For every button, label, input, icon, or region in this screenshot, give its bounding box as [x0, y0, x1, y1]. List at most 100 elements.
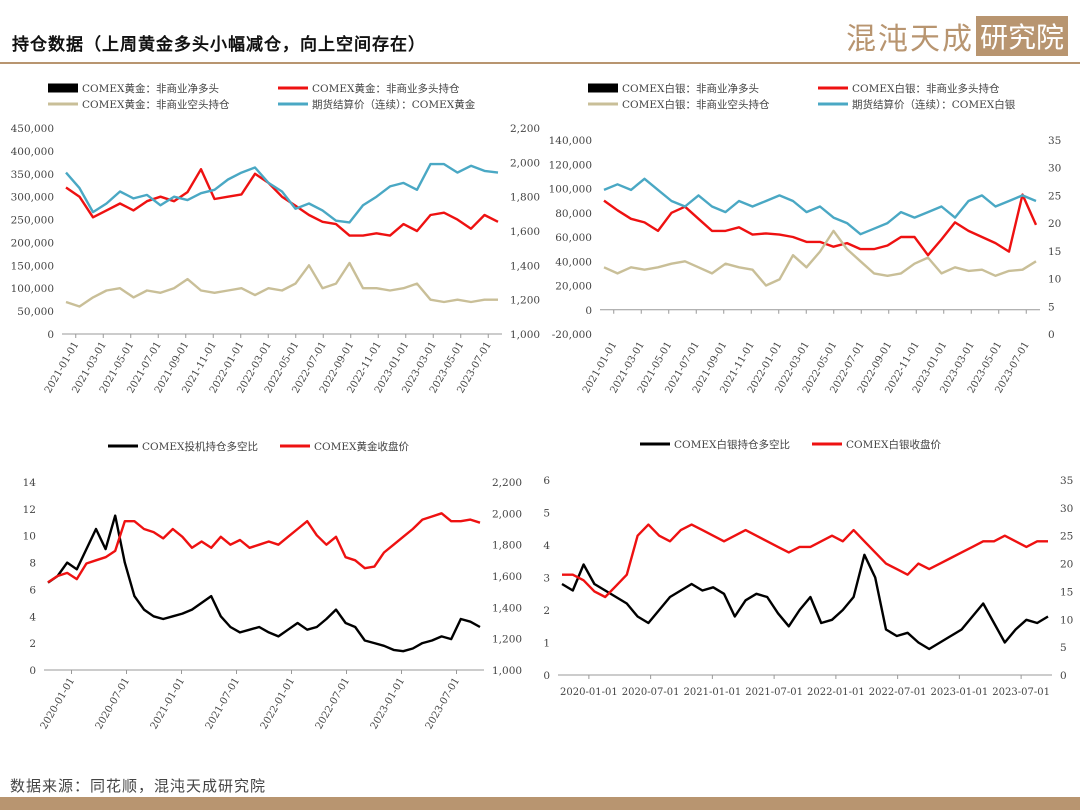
legend-label: 期货结算价（连续）：COMEX白银: [852, 98, 1016, 111]
x-tick-label: 2023-01-01: [369, 676, 407, 731]
x-tick-label: 2021-07-01: [204, 676, 242, 731]
y-right-tick: 1,200: [510, 295, 540, 307]
y-right-tick: 20: [1048, 218, 1061, 230]
legend-label: 期货结算价（连续）：COMEX黄金: [312, 98, 476, 111]
data-source: 数据来源：同花顺，混沌天成研究院: [10, 777, 267, 795]
y-right-tick: 10: [1060, 614, 1073, 626]
x-tick-label: 2023-01-01: [931, 687, 989, 698]
gold-positions-chart: COMEX黄金：非商业净多头 COMEX黄金：非商业多头持仓 COMEX黄金：非商业…: [11, 82, 540, 395]
series-line: [47, 514, 481, 653]
y-left-tick: -20,000: [552, 329, 592, 341]
y-right-tick: 5: [1048, 301, 1055, 313]
y-left-tick: 12: [23, 504, 36, 516]
y-left-tick: 0: [585, 305, 592, 317]
y-left-tick: 4: [29, 611, 36, 623]
logo-box-text: 研究院: [976, 16, 1069, 56]
y-left-tick: 2: [29, 638, 36, 650]
y-left-tick: 14: [23, 477, 37, 489]
x-tick-label: 2020-01-01: [560, 687, 618, 698]
legend-label: COMEX黄金：非商业空头持仓: [82, 98, 230, 111]
footer-bar: [0, 797, 1080, 810]
y-right-tick: 1,600: [492, 571, 522, 583]
y-right-tick: 1,200: [492, 634, 522, 646]
y-left-tick: 100,000: [549, 184, 592, 196]
y-right-tick: 25: [1048, 190, 1061, 202]
y-right-tick: 1,800: [492, 540, 522, 552]
legend-label: COMEX白银持仓多空比: [674, 438, 790, 451]
series-line: [603, 229, 1037, 287]
y-left-tick: 300,000: [11, 192, 54, 204]
y-right-tick: 1,000: [510, 329, 540, 341]
header-rule: [0, 62, 1080, 64]
x-tick-label: 2020-01-01: [39, 676, 77, 731]
y-left-tick: 1: [543, 638, 550, 650]
y-left-tick: 140,000: [549, 135, 592, 147]
y-left-tick: 50,000: [17, 306, 54, 318]
x-tick-label: 2021-01-01: [149, 676, 187, 731]
x-tick-label: 2023-07-01: [424, 676, 462, 731]
y-left-tick: 60,000: [555, 232, 592, 244]
y-left-tick: 100,000: [11, 283, 54, 295]
logo-text: 混沌天成: [846, 22, 974, 57]
x-tick-label: 2020-07-01: [622, 687, 680, 698]
series-line: [65, 167, 499, 237]
legend-label: COMEX白银：非商业空头持仓: [622, 98, 770, 111]
y-right-tick: 1,400: [492, 602, 522, 614]
series-line: [562, 523, 1048, 599]
series-line: [561, 553, 1049, 651]
y-left-tick: 0: [29, 665, 36, 677]
y-right-tick: 15: [1060, 586, 1073, 598]
gold-ratio-chart: COMEX投机持仓多空比 COMEX黄金收盘价 0 2 4 6 8 10 12 14 1,000 1,…: [23, 440, 522, 731]
y-left-tick: 150,000: [11, 260, 54, 272]
y-right-tick: 5: [1060, 642, 1067, 654]
x-tick-label: 2022-07-01: [314, 676, 352, 731]
y-right-tick: 25: [1060, 531, 1073, 543]
y-right-tick: 1,400: [510, 260, 540, 272]
legend-label: COMEX白银：非商业多头持仓: [852, 82, 1000, 95]
y-right-tick: 1,600: [510, 226, 540, 238]
y-left-tick: 120,000: [549, 159, 592, 171]
legend-label: COMEX黄金：非商业多头持仓: [312, 82, 460, 95]
y-left-tick: 8: [29, 558, 36, 570]
y-left-tick: 0: [47, 329, 54, 341]
y-left-tick: 6: [29, 584, 36, 596]
y-right-tick: 2,200: [492, 477, 522, 489]
series-line: [47, 512, 481, 584]
x-tick-label: 2022-07-01: [869, 687, 927, 698]
y-left-tick: 350,000: [11, 169, 54, 181]
legend-label: COMEX白银收盘价: [846, 438, 942, 451]
silver-ratio-chart: COMEX白银持仓多空比 COMEX白银收盘价 0 1 2 3 4 5 6 0 5 10 15 20 25 3…: [543, 438, 1073, 698]
y-left-tick: 20,000: [555, 281, 592, 293]
y-left-tick: 250,000: [11, 215, 54, 227]
series-line: [603, 193, 1038, 257]
y-right-tick: 15: [1048, 246, 1061, 258]
y-left-tick: 5: [543, 508, 550, 520]
y-left-tick: 2: [543, 605, 550, 617]
y-right-tick: 0: [1060, 670, 1067, 682]
y-right-tick: 30: [1048, 163, 1061, 175]
x-tick-label: 2021-07-01: [745, 687, 803, 698]
y-left-tick: 80,000: [555, 208, 592, 220]
y-left-tick: 40,000: [555, 256, 592, 268]
x-tick-label: 2020-07-01: [94, 676, 132, 731]
silver-positions-chart: COMEX白银：非商业净多头 COMEX白银：非商业多头持仓 COMEX白银：非商业…: [549, 82, 1062, 395]
x-tick-label: 2021-01-01: [684, 687, 742, 698]
y-left-tick: 6: [543, 475, 550, 487]
y-right-tick: 1,800: [510, 192, 540, 204]
y-right-tick: 35: [1048, 135, 1061, 147]
x-tick-label: 2022-01-01: [807, 687, 865, 698]
y-right-tick: 1,000: [492, 665, 522, 677]
legend-label: COMEX黄金：非商业净多头: [82, 82, 219, 95]
y-right-tick: 2,000: [492, 508, 522, 520]
page-title: 持仓数据（上周黄金多头小幅减仓，向上空间存在）: [12, 35, 426, 55]
y-left-tick: 4: [543, 540, 550, 552]
legend-label: COMEX白银：非商业净多头: [622, 82, 759, 95]
y-left-tick: 0: [543, 670, 550, 682]
series-line: [603, 177, 1037, 236]
y-left-tick: 450,000: [11, 123, 54, 135]
y-right-tick: 0: [1048, 329, 1055, 341]
legend-label: COMEX投机持仓多空比: [142, 440, 258, 453]
y-left-tick: 400,000: [11, 146, 54, 158]
y-right-tick: 35: [1060, 475, 1073, 487]
y-right-tick: 20: [1060, 559, 1073, 571]
